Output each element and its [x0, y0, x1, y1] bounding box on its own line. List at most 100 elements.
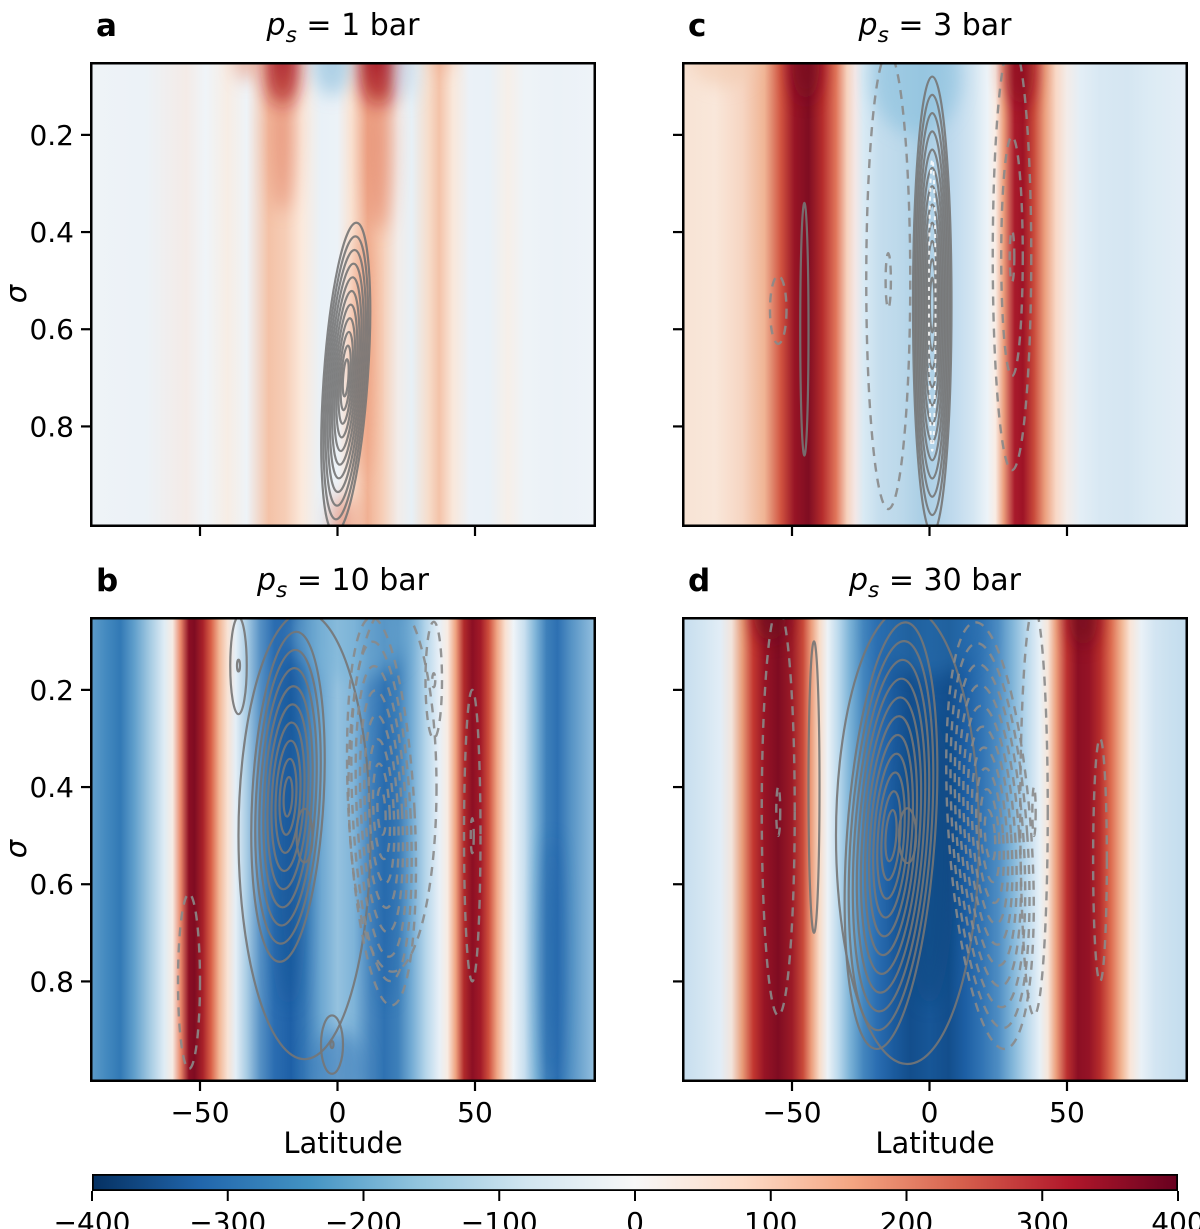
contour-line	[469, 816, 475, 855]
title-sub-a: s	[285, 23, 297, 48]
panel-letter-d: d	[688, 563, 711, 599]
x-axis-label-right: Latitude	[875, 1126, 995, 1160]
panel-title-d: ps = 30 bar	[682, 561, 1188, 611]
contour-line	[376, 786, 387, 836]
x-tick-label: 50	[1049, 1096, 1085, 1129]
panel-title-a: ps = 1 bar	[90, 6, 596, 56]
panel-frame	[90, 62, 596, 527]
contour-fill-layer	[682, 62, 1188, 527]
panel-title-c: ps = 3 bar	[682, 6, 1188, 56]
contour-line	[1008, 229, 1016, 284]
panel-c-plot	[673, 62, 1188, 536]
contour-line	[843, 621, 939, 1051]
title-sub-b: s	[276, 578, 288, 603]
colorbar-tick-label: −200	[325, 1206, 402, 1229]
contour-line	[358, 689, 405, 934]
panel-letter-a: a	[96, 8, 117, 44]
shading-blob	[312, 62, 352, 97]
contour-line	[974, 767, 1006, 905]
contour-line	[863, 715, 919, 957]
contour-line	[884, 252, 893, 310]
y-axis-label-top: σ	[0, 284, 33, 304]
contour-line	[966, 725, 1014, 946]
shading-blob	[290, 617, 412, 681]
contour-line	[282, 775, 294, 818]
panel-frame	[90, 617, 596, 1082]
contour-line	[345, 617, 418, 1007]
title-rest-c: = 3 bar	[888, 8, 1012, 43]
contour-line	[925, 239, 939, 370]
y-tick-label: 0.8	[29, 410, 74, 443]
contour-line	[919, 166, 945, 444]
shading-blob	[1006, 62, 1034, 106]
contour-line	[335, 317, 357, 439]
contour-line	[250, 630, 326, 963]
contour-line	[371, 762, 392, 861]
contour-line	[949, 642, 1031, 1030]
panel-letter-b: b	[96, 563, 119, 599]
shading-blob	[1069, 617, 1098, 647]
contour-line	[339, 344, 352, 412]
title-var-b: p	[257, 563, 277, 598]
panel-a-plot: 0.2 0.4 0.6 0.8	[29, 62, 596, 536]
panel-d: −50 0 50	[673, 617, 1188, 1129]
contour-line	[1091, 737, 1109, 983]
contour-line	[1031, 785, 1037, 838]
contour-line	[319, 1014, 345, 1075]
contour-line	[991, 62, 1033, 472]
contour-line	[768, 274, 788, 346]
x-tick-label: −50	[762, 1096, 821, 1129]
contour-line	[337, 330, 355, 425]
contour-line	[270, 721, 306, 873]
colorbar-tick-label: 0	[626, 1206, 644, 1229]
title-rest-b: = 10 bar	[287, 563, 429, 598]
contour-line	[326, 262, 365, 494]
panel-frame	[682, 62, 1188, 527]
contour-line	[847, 640, 935, 1032]
contour-line	[913, 93, 952, 517]
contour-line	[880, 790, 902, 882]
panel-a: 0.2 0.4 0.6 0.8	[29, 62, 596, 536]
contour-line	[859, 696, 923, 975]
y-tick-label: 0.8	[29, 965, 74, 998]
colorbar: −400 −300 −200 −100 0 100 200 300 400	[54, 1173, 1200, 1229]
x-tick-label: 50	[457, 1096, 493, 1129]
colorbar-tick-label: −400	[54, 1206, 131, 1229]
contour-line	[328, 276, 363, 480]
colorbar-tick-label: −100	[461, 1206, 538, 1229]
contour-line	[921, 185, 944, 425]
contour-line	[884, 808, 898, 863]
contour-line	[266, 703, 310, 891]
contour-line	[927, 158, 937, 452]
contour-line	[350, 640, 413, 983]
contour-fill-layer	[90, 617, 596, 1082]
colorbar-gradient: −400 −300 −200 −100 0 100 200 300 400	[54, 1173, 1200, 1229]
panel-b-plot: −50 0 50 0.2 0.4 0.6 0.8	[29, 617, 596, 1129]
contour-line	[363, 713, 400, 910]
contour-line	[851, 658, 931, 1013]
contour-line	[229, 617, 248, 716]
y-tick-label: 0.4	[29, 216, 74, 249]
y-tick-label: 0.4	[29, 771, 74, 804]
contour-line	[962, 704, 1018, 967]
panel-frame	[682, 617, 1188, 1082]
contour-line	[324, 248, 368, 507]
contour-line	[865, 62, 912, 511]
contour-line	[347, 617, 438, 973]
contour-fill-layer	[682, 617, 1188, 1082]
contour-line	[354, 664, 409, 958]
y-tick-label: 0.2	[29, 119, 74, 152]
contour-line	[807, 640, 821, 934]
contour-line	[799, 201, 810, 457]
colorbar-tick-label: −300	[189, 1206, 266, 1229]
contour-line	[957, 683, 1023, 988]
contour-line	[329, 1039, 335, 1050]
colorbar-tick-label: 200	[880, 1206, 933, 1229]
shading-blob	[395, 62, 418, 101]
contour-line	[760, 617, 796, 1017]
contour-line	[876, 771, 906, 900]
contour-line	[274, 739, 302, 854]
contour-line	[322, 235, 370, 521]
panel-b: −50 0 50 0.2 0.4 0.6 0.8	[29, 617, 596, 1129]
